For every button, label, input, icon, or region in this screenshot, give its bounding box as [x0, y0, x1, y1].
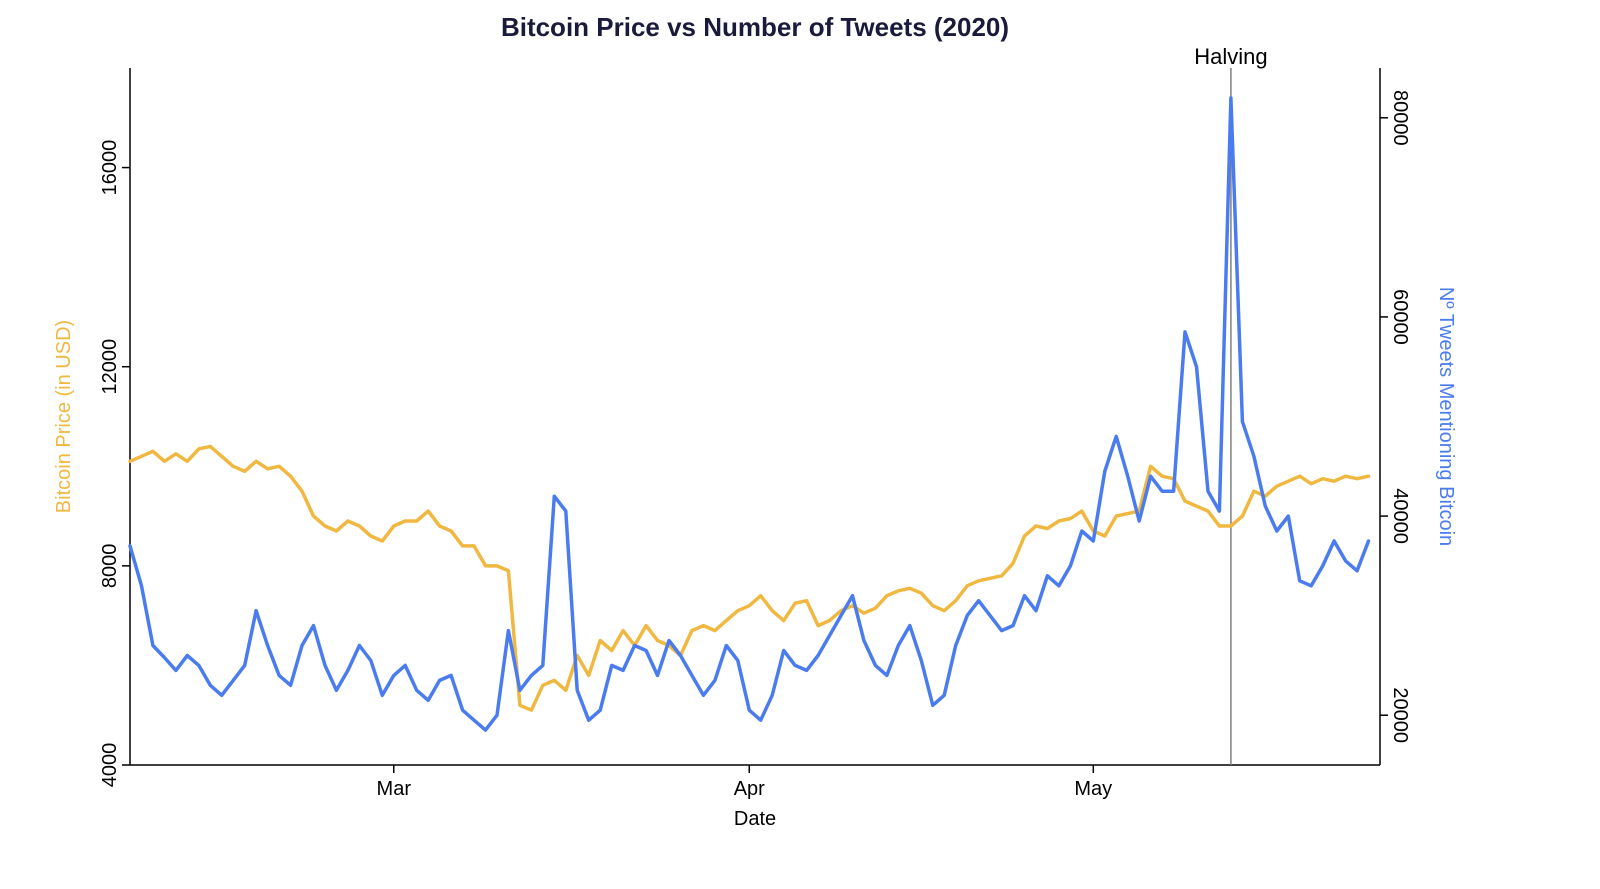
y-left-tick-label: 12000: [99, 339, 121, 395]
halving-label: Halving: [1194, 44, 1267, 69]
y-right-tick-label: 60000: [1389, 289, 1411, 345]
x-tick-label: Apr: [734, 778, 765, 800]
x-axis-label: Date: [734, 808, 776, 830]
y-right-tick-label: 20000: [1389, 687, 1411, 743]
y-right-tick-label: 80000: [1389, 90, 1411, 146]
x-tick-label: May: [1074, 778, 1112, 800]
chart-title: Bitcoin Price vs Number of Tweets (2020): [501, 12, 1009, 42]
y-left-axis-label: Bitcoin Price (in USD): [53, 320, 75, 513]
y-right-tick-label: 40000: [1389, 488, 1411, 544]
y-right-axis-label: Nº Tweets Mentioning Bitcoin: [1435, 287, 1457, 546]
x-tick-label: Mar: [377, 778, 412, 800]
y-left-tick-label: 16000: [99, 140, 121, 196]
chart-container: Bitcoin Price vs Number of Tweets (2020)…: [0, 0, 1600, 889]
y-left-tick-label: 8000: [99, 544, 121, 589]
chart-bg: [0, 0, 1600, 889]
chart-svg: Bitcoin Price vs Number of Tweets (2020)…: [0, 0, 1600, 889]
y-left-tick-label: 4000: [99, 743, 121, 788]
